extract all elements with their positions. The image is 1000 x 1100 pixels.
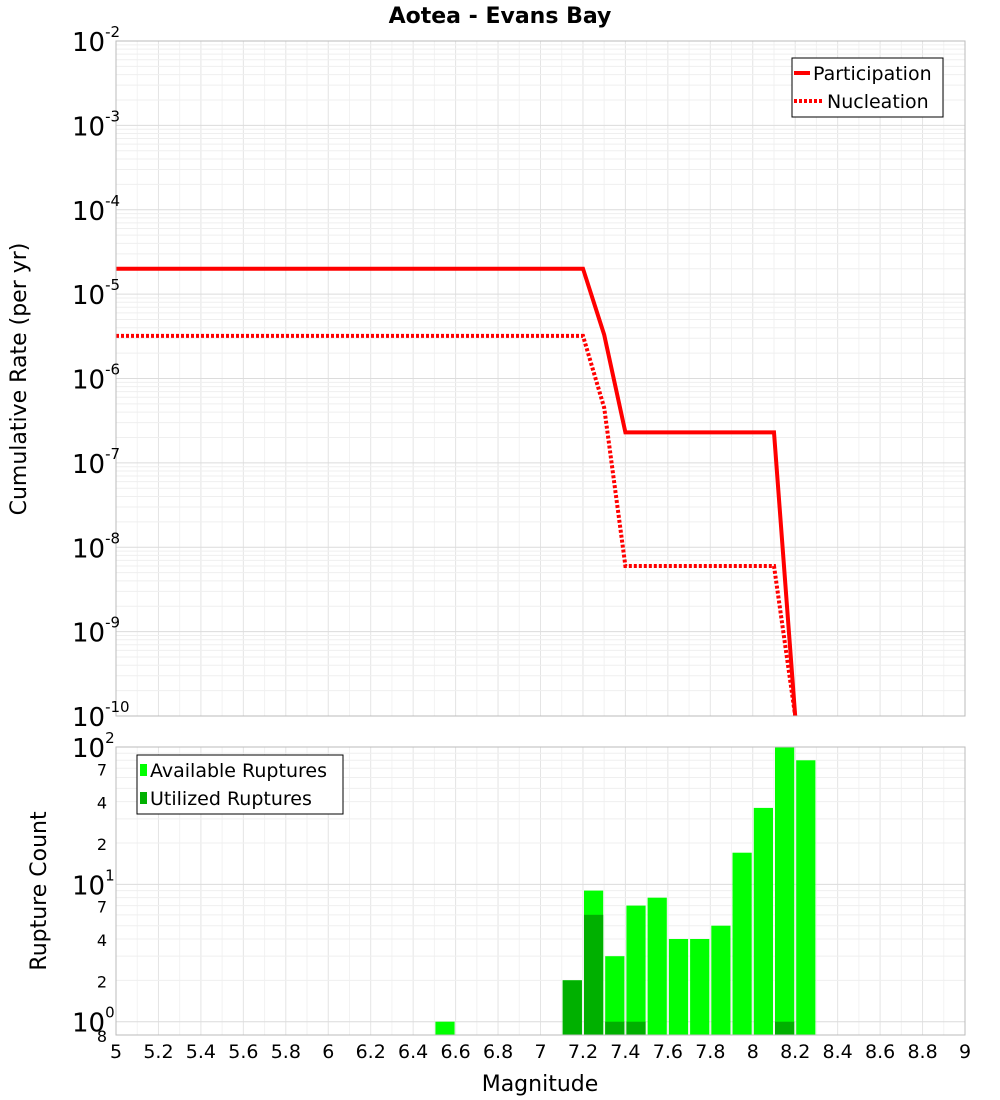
x-tick-label: 5 <box>110 1041 122 1063</box>
top-y-tick-label: 10-3 <box>72 107 120 142</box>
bottom-y-tick-labels: 102 101 100 7 4 2 7 4 2 8 <box>72 729 115 1046</box>
x-tick-labels: 5 5.2 5.4 5.6 5.8 6 6.2 6.4 6.6 6.8 7 7.2 7.4 7.6 7.8 8… <box>110 1041 971 1063</box>
x-tick-label: 7 <box>534 1041 546 1063</box>
top-legend-box <box>791 57 944 118</box>
bottom-plot-frame <box>115 746 966 1036</box>
legend-swatch-utilized <box>140 792 147 804</box>
bottom-plot: 102 101 100 7 4 2 7 4 2 8 Rupture Count Available… <box>27 729 971 1097</box>
available-bar <box>753 807 773 1035</box>
series-line-nucleation <box>116 333 798 717</box>
available-bar <box>435 1021 455 1035</box>
x-tick-label: 6.2 <box>356 1041 386 1063</box>
available-bar <box>775 747 795 1035</box>
bottom-y-tick-label: 100 <box>72 1004 115 1039</box>
bottom-y-tick-label: 102 <box>72 729 115 764</box>
legend-label-nucleation: Nucleation <box>827 91 929 113</box>
utilized-bar <box>775 1021 795 1035</box>
bottom-y-minor-tick-label: 4 <box>97 794 107 813</box>
top-legend: Participation Nucleation <box>791 57 944 118</box>
x-tick-label: 6 <box>322 1041 334 1063</box>
x-tick-label: 9 <box>959 1041 971 1063</box>
top-y-tick-label: 10-7 <box>72 445 120 480</box>
available-bar <box>668 939 689 1035</box>
x-tick-label: 8.6 <box>865 1041 895 1063</box>
utilized-bar <box>562 980 582 1035</box>
x-tick-label: 7.8 <box>695 1041 725 1063</box>
x-tick-label: 6.8 <box>483 1041 513 1063</box>
top-series <box>116 266 798 717</box>
top-y-axis-label: Cumulative Rate (per yr) <box>7 243 32 516</box>
x-tick-label: 6.4 <box>398 1041 428 1063</box>
bottom-y-axis-label: Rupture Count <box>27 811 52 971</box>
top-y-tick-label: 10-5 <box>72 276 120 311</box>
utilized-bar <box>584 914 604 1035</box>
available-bar <box>626 905 646 1035</box>
x-tick-label: 5.6 <box>228 1041 258 1063</box>
top-grid <box>115 41 966 717</box>
x-tick-label: 7.2 <box>568 1041 598 1063</box>
x-tick-label: 8 <box>747 1041 759 1063</box>
x-tick-label: 5.2 <box>143 1041 173 1063</box>
bottom-legend: Available Ruptures Utilized Ruptures <box>136 754 344 815</box>
x-tick-label: 6.6 <box>440 1041 470 1063</box>
bottom-bars <box>435 747 816 1035</box>
utilized-bar <box>626 1021 646 1035</box>
x-tick-label: 8.2 <box>780 1041 810 1063</box>
bottom-y-minor-tick-label: 7 <box>97 898 107 917</box>
legend-label-available: Available Ruptures <box>150 760 327 782</box>
top-y-tick-label: 10-8 <box>72 529 120 564</box>
top-y-tick-label: 10-10 <box>72 698 130 733</box>
legend-swatch-available <box>140 764 147 776</box>
bottom-legend-box <box>136 754 344 815</box>
available-bar <box>690 939 710 1035</box>
x-tick-label: 7.4 <box>610 1041 640 1063</box>
top-y-tick-label: 10-4 <box>72 192 120 227</box>
utilized-bar <box>605 1021 625 1035</box>
bottom-y-minor-tick-label: 8 <box>97 1027 107 1046</box>
available-bar <box>647 897 667 1035</box>
legend-label-participation: Participation <box>813 63 932 85</box>
bottom-y-tick-label: 101 <box>72 866 115 901</box>
top-plot: 10-2 10-3 10-4 10-5 10-6 10-7 10-8 10-9 10-10 Cu… <box>7 23 966 733</box>
top-y-tick-labels: 10-2 10-3 10-4 10-5 10-6 10-7 10-8 10-9 10-10 <box>72 23 130 733</box>
available-bar <box>605 956 625 1035</box>
top-y-tick-label: 10-9 <box>72 614 120 649</box>
bottom-y-minor-tick-label: 7 <box>97 760 107 779</box>
chart-title: Aotea - Evans Bay <box>389 4 612 29</box>
available-bar <box>796 760 816 1035</box>
x-tick-label: 8.4 <box>823 1041 853 1063</box>
legend-label-utilized: Utilized Ruptures <box>150 788 312 810</box>
x-tick-label: 8.8 <box>907 1041 937 1063</box>
bottom-y-minor-tick-label: 4 <box>97 931 107 950</box>
top-y-tick-label: 10-6 <box>72 361 120 396</box>
bottom-y-minor-tick-label: 2 <box>97 835 107 854</box>
bottom-y-minor-tick-label: 2 <box>97 972 107 991</box>
top-y-tick-label: 10-2 <box>72 23 120 58</box>
top-plot-frame <box>115 40 966 717</box>
x-tick-label: 5.4 <box>186 1041 216 1063</box>
x-axis-label: Magnitude <box>482 1072 599 1097</box>
series-line-participation <box>116 266 798 717</box>
available-bar <box>711 925 731 1035</box>
available-bar <box>732 852 752 1035</box>
x-tick-label: 7.6 <box>653 1041 683 1063</box>
x-tick-label: 5.8 <box>271 1041 301 1063</box>
